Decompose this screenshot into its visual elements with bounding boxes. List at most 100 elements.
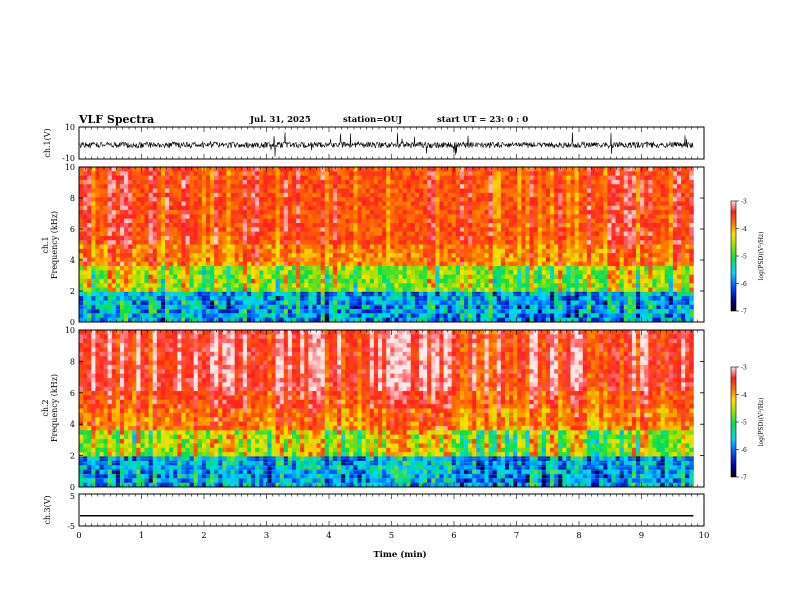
spectrogram-cell: [455, 309, 461, 314]
spectrogram-cell: [468, 244, 473, 250]
spectrogram-cell: [504, 188, 510, 194]
spectrogram-cell: [615, 205, 621, 211]
spectrogram-cell: [636, 231, 641, 237]
spectrogram-cell: [382, 201, 387, 207]
spectrogram-cell: [623, 188, 629, 194]
spectrogram-cell: [185, 287, 190, 293]
spectrogram-cell: [402, 222, 408, 228]
spectrogram-cell: [279, 231, 285, 237]
spectrogram-cell: [234, 283, 240, 288]
spectrogram-cell: [156, 261, 162, 267]
spectrogram-cell: [369, 197, 375, 202]
spectrogram-cell: [406, 227, 412, 232]
spectrogram-cell: [242, 214, 248, 220]
spectrogram-cell: [234, 248, 240, 254]
spectrogram-cell: [586, 222, 592, 228]
spectrogram-cell: [373, 317, 379, 323]
spectrogram-cell: [91, 235, 96, 241]
spectrogram-cell: [95, 201, 100, 207]
spectrogram-cell: [222, 240, 227, 245]
spectrogram-cell: [435, 214, 440, 220]
spectrogram-cell: [504, 309, 510, 314]
spectrogram-cell: [636, 205, 641, 211]
spectrogram-cell: [242, 167, 248, 172]
spectrogram-cell: [160, 317, 166, 323]
spectrogram-cell: [136, 309, 141, 314]
spectrogram-cell: [349, 304, 354, 310]
spectrogram-cell: [283, 175, 289, 181]
spectrogram-cell: [332, 210, 338, 215]
spectrogram-cell: [570, 253, 575, 258]
spectrogram-cell: [328, 270, 334, 276]
spectrogram-cell: [509, 192, 514, 198]
spectrogram-cell: [468, 253, 473, 258]
spectrogram-cell: [173, 197, 178, 202]
spectrogram-cell: [517, 201, 522, 207]
spectrogram-cell: [238, 248, 244, 254]
spectrogram-cell: [267, 205, 272, 211]
spectrogram-cell: [492, 300, 498, 306]
spectrogram-cell: [455, 214, 461, 220]
spectrogram-cell: [246, 222, 252, 228]
spectrogram-cell: [492, 253, 498, 258]
spectrogram-cell: [316, 253, 322, 258]
spectrogram-cell: [369, 205, 375, 211]
spectrogram-cell: [394, 304, 399, 310]
spectrogram-cell: [504, 184, 510, 189]
spectrogram-cell: [222, 287, 227, 293]
spectrogram-cell: [611, 261, 616, 267]
spectrogram-cell: [586, 266, 592, 271]
spectrogram-cell: [562, 270, 567, 276]
spectrogram-cell: [337, 235, 342, 241]
spectrogram-cell: [623, 235, 629, 241]
spectrogram-cell: [283, 214, 289, 220]
spectrogram-cell: [459, 270, 465, 276]
spectrogram-cell: [148, 274, 154, 280]
spectrogram-cell: [246, 214, 252, 220]
spectrogram-cell: [271, 222, 276, 228]
spectrogram-cell: [636, 188, 641, 194]
spectrogram-cell: [488, 283, 494, 288]
spectrogram-cell: [226, 257, 231, 263]
spectrogram-cell: [197, 227, 203, 232]
spectrogram-cell: [83, 231, 88, 237]
spectrogram-cell: [619, 179, 625, 185]
spectrogram-cell: [595, 266, 600, 271]
spectrogram-cell: [443, 287, 449, 293]
spectrogram-cell: [386, 179, 391, 185]
spectrogram-cell: [423, 261, 428, 267]
spectrogram-cell: [189, 278, 195, 284]
spectrogram-cell: [357, 205, 363, 211]
spectrogram-cell: [439, 270, 444, 276]
spectrogram-cell: [390, 248, 395, 254]
spectrogram-cell: [136, 317, 141, 323]
spectrogram-cell: [332, 253, 338, 258]
spectrogram-cell: [124, 300, 129, 306]
spectrogram-cell: [128, 175, 133, 181]
spectrogram-cell: [443, 278, 449, 284]
spectrogram-cell: [214, 218, 219, 224]
spectrogram-cell: [492, 214, 498, 220]
spectrogram-cell: [99, 278, 104, 284]
spectrogram-cell: [537, 188, 543, 194]
spectrogram-cell: [615, 270, 621, 276]
spectrogram-cell: [496, 210, 502, 215]
spectrogram-cell: [554, 179, 559, 185]
spectrogram-cell: [521, 188, 526, 194]
spectrogram-cell: [537, 235, 543, 241]
spectrogram-cell: [390, 278, 395, 284]
spectrogram-cell: [222, 214, 227, 220]
spectrogram-cell: [234, 188, 240, 194]
spectrogram-cell: [83, 184, 88, 189]
spectrogram-cell: [640, 253, 645, 258]
spectrogram-cell: [537, 184, 543, 189]
spectrogram-cell: [423, 205, 428, 211]
spectrogram-cell: [189, 171, 195, 177]
spectrogram-cell: [386, 270, 391, 276]
spectrogram-cell: [504, 270, 510, 276]
spectrogram-cell: [283, 192, 289, 198]
spectrogram-cell: [246, 257, 252, 263]
spectrogram-cell: [603, 313, 608, 319]
spectrogram-cell: [119, 317, 125, 323]
spectrogram-cell: [144, 313, 150, 319]
